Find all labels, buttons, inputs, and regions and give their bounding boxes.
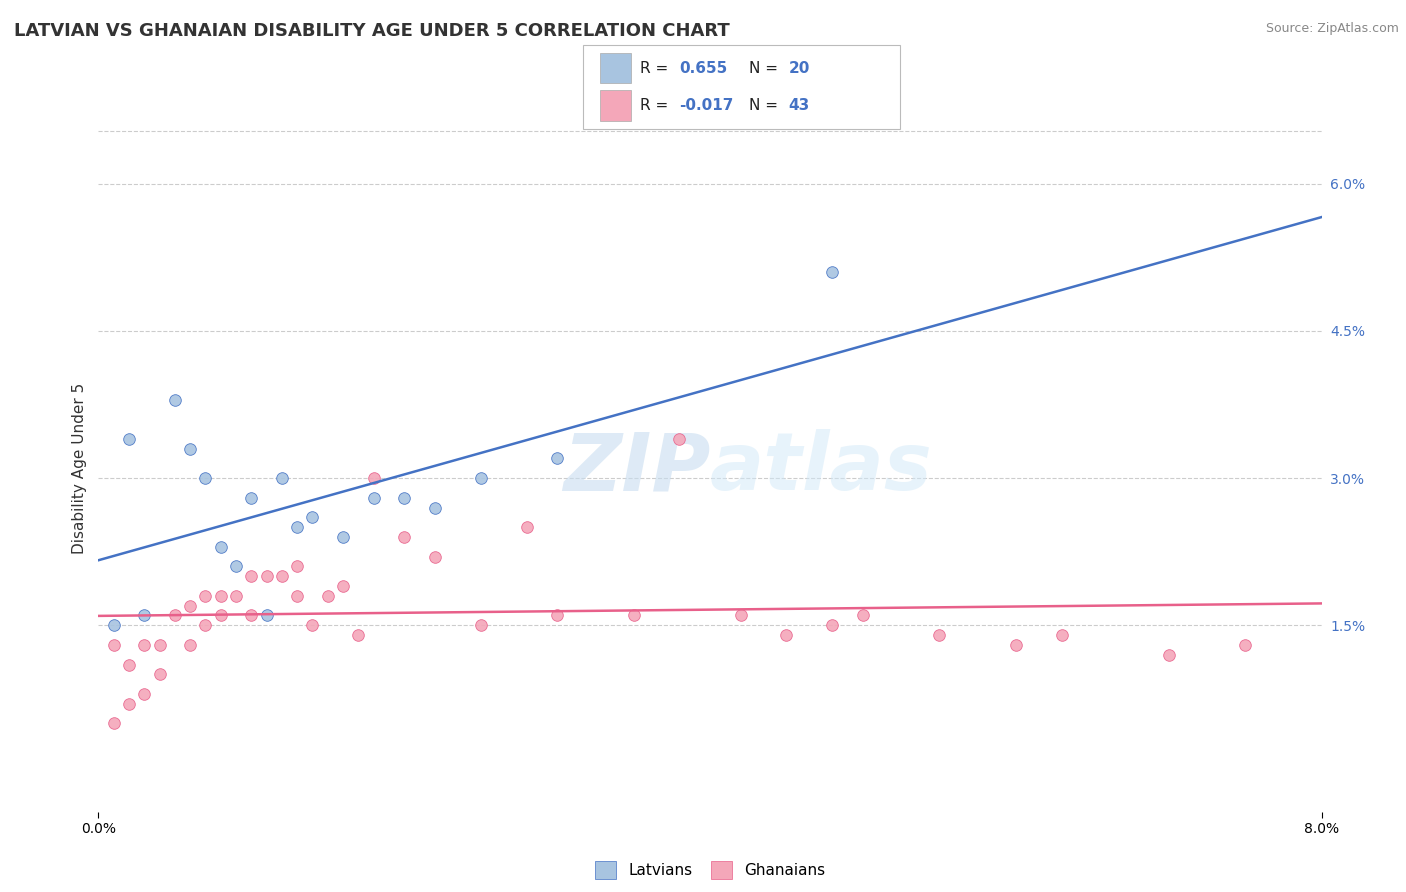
Text: N =: N =: [749, 61, 783, 76]
Point: [392, 491, 416, 505]
Text: -0.017: -0.017: [679, 98, 734, 113]
Text: 20: 20: [789, 61, 810, 76]
Point: [103, 618, 125, 632]
Point: [134, 608, 156, 623]
Point: [285, 559, 308, 574]
Point: [1004, 638, 1026, 652]
Text: R =: R =: [640, 98, 673, 113]
Point: [546, 608, 568, 623]
Point: [118, 697, 141, 711]
Point: [775, 628, 797, 642]
Point: [392, 530, 416, 544]
Point: [225, 559, 247, 574]
Text: atlas: atlas: [710, 429, 932, 508]
Point: [256, 608, 278, 623]
Point: [470, 471, 492, 485]
Point: [363, 471, 385, 485]
Point: [423, 500, 446, 515]
Point: [270, 569, 294, 583]
Point: [149, 667, 172, 681]
Point: [332, 579, 354, 593]
Point: [423, 549, 446, 564]
Point: [285, 589, 308, 603]
Point: [103, 638, 125, 652]
Point: [1157, 648, 1180, 662]
Point: [852, 608, 875, 623]
Point: [194, 618, 217, 632]
Point: [118, 432, 141, 446]
Text: 43: 43: [789, 98, 810, 113]
Point: [209, 589, 232, 603]
Point: [623, 608, 645, 623]
Text: ZIP: ZIP: [562, 429, 710, 508]
Point: [347, 628, 370, 642]
Point: [821, 618, 844, 632]
Point: [163, 608, 186, 623]
Point: [730, 608, 752, 623]
Point: [332, 530, 354, 544]
Point: [256, 569, 278, 583]
Point: [928, 628, 950, 642]
Point: [546, 451, 568, 466]
Point: [470, 618, 492, 632]
Text: N =: N =: [749, 98, 783, 113]
Point: [1234, 638, 1257, 652]
Legend: Latvians, Ghanaians: Latvians, Ghanaians: [586, 854, 834, 887]
Point: [285, 520, 308, 534]
Point: [240, 569, 263, 583]
Text: R =: R =: [640, 61, 673, 76]
Point: [103, 716, 125, 731]
Point: [270, 471, 294, 485]
Point: [194, 471, 217, 485]
Point: [821, 265, 844, 279]
Point: [240, 491, 263, 505]
Y-axis label: Disability Age Under 5: Disability Age Under 5: [72, 383, 87, 554]
Point: [301, 510, 323, 524]
Point: [118, 657, 141, 672]
Point: [149, 638, 172, 652]
Point: [179, 442, 201, 456]
Point: [209, 540, 232, 554]
Point: [163, 392, 186, 407]
Point: [179, 638, 201, 652]
Point: [225, 589, 247, 603]
Point: [1050, 628, 1073, 642]
Point: [301, 618, 323, 632]
Point: [134, 638, 156, 652]
Point: [209, 608, 232, 623]
Point: [134, 687, 156, 701]
Point: [516, 520, 538, 534]
Point: [240, 608, 263, 623]
Point: [316, 589, 339, 603]
Text: Source: ZipAtlas.com: Source: ZipAtlas.com: [1265, 22, 1399, 36]
Point: [179, 599, 201, 613]
Point: [668, 432, 690, 446]
Text: LATVIAN VS GHANAIAN DISABILITY AGE UNDER 5 CORRELATION CHART: LATVIAN VS GHANAIAN DISABILITY AGE UNDER…: [14, 22, 730, 40]
Text: 0.655: 0.655: [679, 61, 727, 76]
Point: [363, 491, 385, 505]
Point: [194, 589, 217, 603]
